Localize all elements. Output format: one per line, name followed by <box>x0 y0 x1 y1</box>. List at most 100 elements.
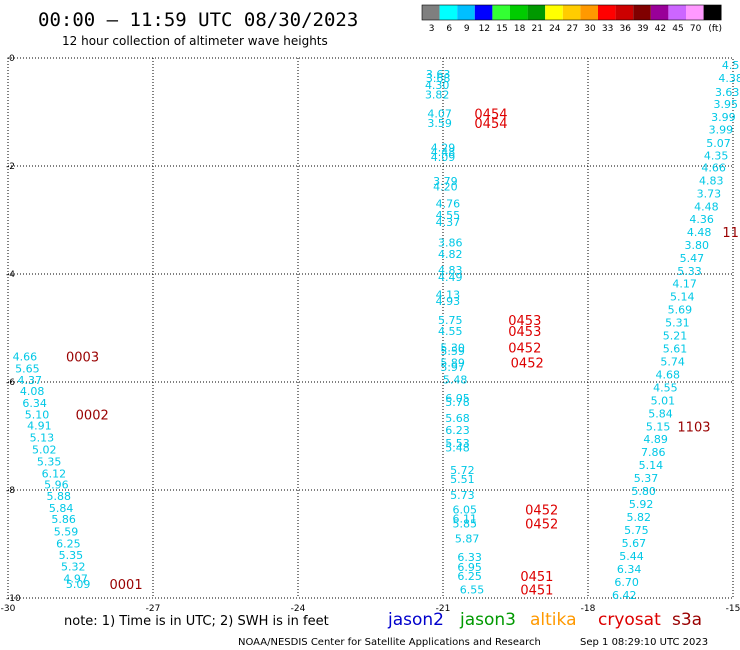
swh-value: 5.88 <box>47 490 72 503</box>
chart-title: 00:00 – 11:59 UTC 08/30/2023 <box>38 9 358 31</box>
swh-value: 5.13 <box>30 432 55 445</box>
time-label: 0453 <box>508 314 541 329</box>
swh-value: 4.55 <box>438 325 463 338</box>
swh-value: 4.20 <box>433 181 458 194</box>
x-tick-label: -30 <box>1 604 16 614</box>
mission-legend: jason2 jason3 altika cryosat s3a <box>387 610 702 630</box>
swh-value: 4.83 <box>438 264 463 277</box>
time-label: 1103 <box>677 420 710 435</box>
time-label: 0453 <box>508 325 541 340</box>
swh-value: 4.49 <box>438 271 463 284</box>
swh-value: 4.76 <box>436 197 461 210</box>
time-label: 0454 <box>474 117 507 132</box>
legend-label: 24 <box>549 24 561 34</box>
x-tick-label: -15 <box>726 604 740 614</box>
swh-value: 3.63 <box>426 68 451 81</box>
legend-label: 33 <box>602 24 613 34</box>
legend-swatch <box>668 5 686 20</box>
mission-jason2: jason2 <box>387 610 444 630</box>
swh-value: 4.37 <box>436 216 461 229</box>
swh-value: 5.44 <box>619 550 644 563</box>
swh-value: 4.91 <box>27 420 52 433</box>
swh-value: 5.84 <box>49 502 74 515</box>
swh-value: 5.80 <box>631 485 656 498</box>
legend-label: 39 <box>637 24 649 34</box>
swh-value: 3.73 <box>697 188 722 201</box>
mission-s3a: s3a <box>672 610 702 630</box>
swh-value: 5.69 <box>668 304 693 317</box>
mission-altika: altika <box>530 610 577 630</box>
y-tick-label: -6 <box>6 378 15 388</box>
legend-swatch <box>422 5 440 20</box>
swh-value: 5.59 <box>54 526 79 539</box>
y-tick-label: -2 <box>6 162 15 172</box>
y-tick-label: -10 <box>6 594 21 604</box>
swh-value: 5.59 <box>440 345 465 358</box>
legend-swatch <box>562 5 581 20</box>
swh-value: 6.34 <box>617 563 642 576</box>
swh-value: 5.75 <box>624 524 649 537</box>
swh-value: 5.14 <box>639 459 664 472</box>
swh-value: 4.17 <box>672 278 697 291</box>
swh-value: 4.55 <box>436 209 461 222</box>
swh-value: 6.05 <box>453 503 478 516</box>
swh-value: 5.61 <box>663 343 688 356</box>
mission-jason3: jason3 <box>459 610 516 630</box>
x-tick-label: -18 <box>581 604 596 614</box>
swh-value: 6.70 <box>614 576 639 589</box>
swh-value: 5.86 <box>51 513 76 526</box>
swh-value: 5.32 <box>61 561 86 574</box>
swh-value: 6.42 <box>612 589 637 602</box>
legend-swatch <box>474 5 493 20</box>
swh-value: 5.37 <box>634 472 659 485</box>
swh-value: 5.30 <box>440 341 465 354</box>
swh-value: 4.5 <box>722 59 740 72</box>
legend-label: (ft) <box>708 24 722 34</box>
swh-value: 3.95 <box>714 98 739 111</box>
swh-value: 5.67 <box>622 537 647 550</box>
swh-value: 4.82 <box>438 248 463 261</box>
swh-value: 5.07 <box>706 137 731 150</box>
time-label: 0001 <box>110 578 143 593</box>
time-label: 0452 <box>508 341 541 356</box>
legend-label: 30 <box>584 24 596 34</box>
swh-value: 5.82 <box>627 511 652 524</box>
swh-value: 4.29 <box>431 142 456 155</box>
time-label: 0452 <box>511 357 544 372</box>
footer-note: note: 1) Time is in UTC; 2) SWH is in fe… <box>64 614 329 629</box>
swh-value: 5.14 <box>670 291 695 304</box>
swh-value: 5.33 <box>677 265 702 278</box>
chart-subtitle: 12 hour collection of altimeter wave hei… <box>62 34 328 48</box>
legend-swatch <box>598 5 616 20</box>
swh-value: 4.07 <box>427 108 452 121</box>
legend-label: 18 <box>514 24 526 34</box>
swh-value: 3.99 <box>711 111 736 124</box>
swh-value: 6.23 <box>445 424 470 437</box>
footer-credit: NOAA/NESDIS Center for Satellite Applica… <box>238 637 541 648</box>
legend-label: 21 <box>531 24 542 34</box>
time-label: 0454 <box>474 108 507 123</box>
swh-value: 4.66 <box>13 351 38 364</box>
swh-value: 4.93 <box>436 295 461 308</box>
swh-value: 5.85 <box>453 517 478 530</box>
legend-label: 9 <box>464 24 470 34</box>
x-tick-label: -21 <box>436 604 451 614</box>
swh-value: 6.25 <box>457 570 482 583</box>
legend-swatch <box>650 5 669 20</box>
swh-value: 5.65 <box>15 363 40 376</box>
mission-cryosat: cryosat <box>598 610 661 630</box>
swh-value: 6.55 <box>460 583 485 596</box>
grid-lines <box>8 58 733 598</box>
swh-value: 5.87 <box>455 533 480 546</box>
swh-value: 4.55 <box>653 381 678 394</box>
swh-value: 5.15 <box>646 420 671 433</box>
swh-value: 5.35 <box>37 455 62 468</box>
time-label: 11 <box>722 226 739 241</box>
swh-value: 6.05 <box>445 392 470 405</box>
swh-value: 3.68 <box>426 72 451 85</box>
swh-value: 4.97 <box>63 573 88 586</box>
wave-height-labels: 4.665.654.374.086.345.104.915.135.025.35… <box>13 59 740 602</box>
time-label: 0002 <box>76 408 109 423</box>
swh-value: 5.72 <box>450 464 475 477</box>
legend-swatch <box>545 5 563 20</box>
